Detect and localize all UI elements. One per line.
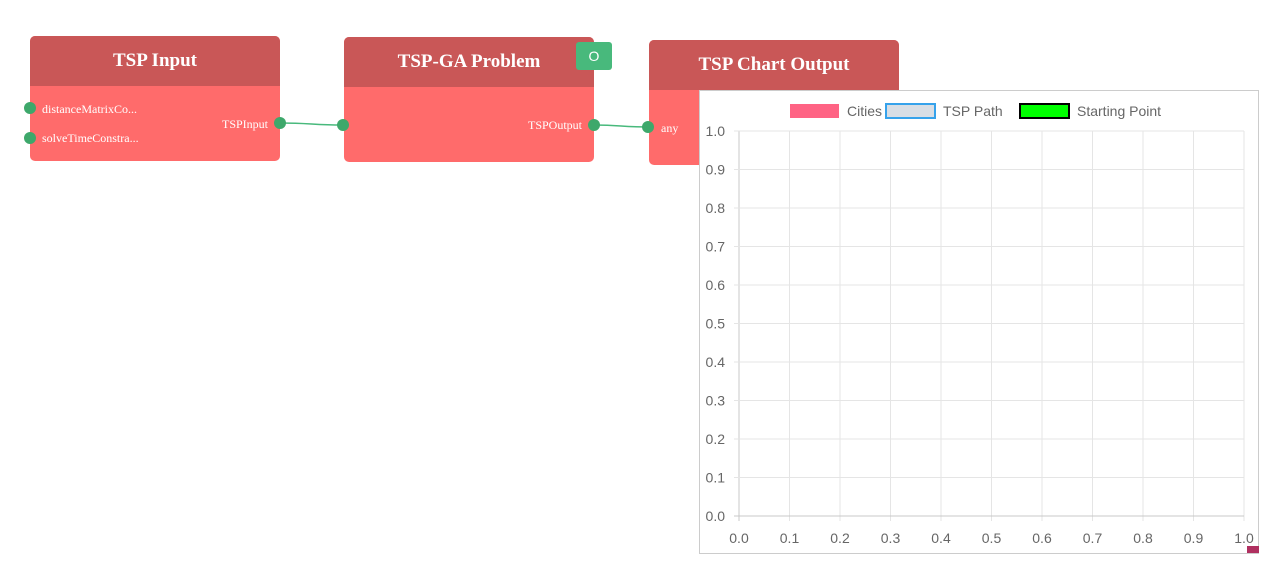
y-tick-label: 0.3 (706, 393, 726, 409)
input-label-tsp-input: TSPInput (356, 168, 403, 182)
output-toggle-button[interactable]: O (576, 42, 612, 70)
legend-item-cities[interactable]: Cities (790, 103, 882, 119)
legend-label: Cities (847, 103, 882, 119)
input-port-tsp-input[interactable] (337, 119, 349, 131)
y-tick-label: 0.9 (706, 162, 726, 178)
legend-swatch (885, 103, 936, 119)
x-tick-label: 1.0 (1234, 530, 1254, 546)
input-port-distance-matrix[interactable] (24, 102, 36, 114)
y-tick-label: 1.0 (706, 123, 726, 139)
x-tick-label: 0.9 (1184, 530, 1204, 546)
input-label-distance-matrix: distanceMatrixCo... (42, 102, 137, 116)
link-tsp-input-to-ga (279, 122, 344, 126)
node-title[interactable]: TSP Input (30, 36, 280, 86)
y-tick-label: 0.2 (706, 431, 726, 447)
node-title[interactable]: TSP-GA Problem (344, 37, 594, 87)
x-tick-label: 0.4 (931, 530, 951, 546)
node-body: any (649, 90, 899, 165)
output-port-tsp-output[interactable] (588, 119, 600, 131)
tsp-ga-problem-node[interactable]: TSP-GA Problem TSPInput TSPOutput (344, 37, 594, 182)
chart-resize-handle[interactable] (1247, 546, 1259, 553)
x-tick-label: 0.1 (780, 530, 800, 546)
x-tick-label: 0.6 (1032, 530, 1052, 546)
link-ga-to-chart (593, 124, 649, 128)
x-tick-label: 0.8 (1133, 530, 1153, 546)
x-tick-label: 0.7 (1083, 530, 1103, 546)
output-label-tsp-output: TSPOutput (527, 118, 582, 132)
tsp-chart-panel: 0.0 0.1 0.2 0.3 0.4 0.5 0.6 0.7 0.8 0.9 1.0 0.0 0.1 0… (699, 90, 1259, 554)
node-body: TSPInput TSPOutput (344, 87, 594, 182)
y-tick-label: 0.1 (706, 470, 726, 486)
scatter-chart: 0.0 0.1 0.2 0.3 0.4 0.5 0.6 0.7 0.8 0.9 1.0 0.0 0.1 0… (706, 103, 1254, 546)
x-tick-label: 0.0 (729, 530, 749, 546)
input-port-any[interactable] (642, 121, 654, 133)
legend-label: Starting Point (1077, 103, 1161, 119)
legend-swatch (1019, 103, 1070, 119)
input-port-solve-time[interactable] (24, 132, 36, 144)
legend-item-tsp-path[interactable]: TSP Path (885, 103, 1003, 119)
legend-swatch (790, 104, 839, 118)
node-body: distanceMatrixCo... solveTimeConstra... … (30, 86, 280, 161)
output-port-tsp-input[interactable] (274, 117, 286, 129)
node-title[interactable]: TSP Chart Output (649, 40, 899, 90)
legend-label: TSP Path (943, 103, 1003, 119)
input-label-any: any (661, 121, 679, 135)
x-tick-label: 0.5 (982, 530, 1002, 546)
y-tick-label: 0.7 (706, 239, 726, 255)
tsp-input-node[interactable]: TSP Input distanceMatrixCo... solveTimeC… (30, 36, 280, 161)
y-tick-label: 0.4 (706, 354, 726, 370)
legend-item-starting-point[interactable]: Starting Point (1019, 103, 1161, 119)
output-label-tsp-input: TSPInput (221, 117, 268, 131)
y-tick-label: 0.0 (706, 508, 726, 524)
y-tick-label: 0.5 (706, 316, 726, 332)
y-tick-label: 0.6 (706, 277, 726, 293)
input-label-solve-time: solveTimeConstra... (42, 131, 139, 145)
y-tick-label: 0.8 (706, 200, 726, 216)
x-tick-label: 0.3 (881, 530, 901, 546)
x-tick-label: 0.2 (830, 530, 850, 546)
